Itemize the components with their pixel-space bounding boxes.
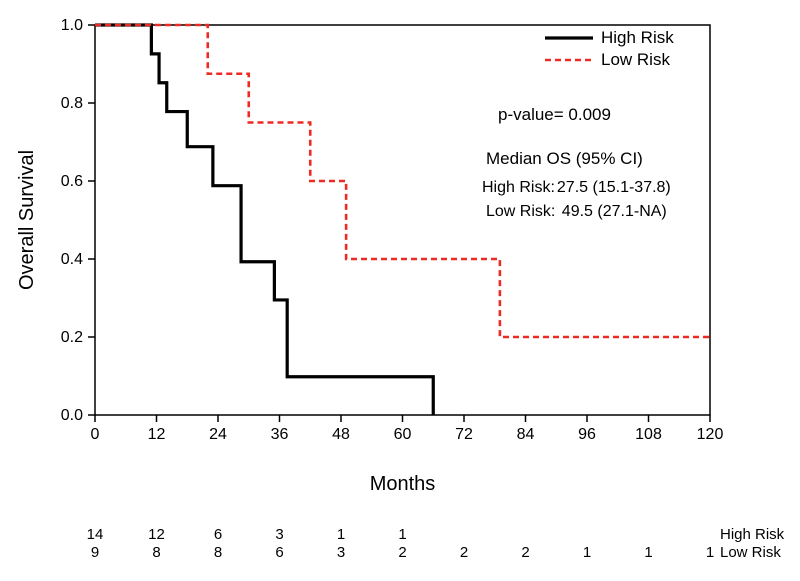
x-tick-label: 12 (148, 426, 166, 443)
y-tick-label: 0.6 (61, 173, 83, 190)
pvalue-value: 0.009 (564, 105, 611, 124)
y-tick-label: 0.4 (61, 251, 83, 268)
risk-low-cell: 6 (275, 544, 283, 561)
y-tick-label: 0.0 (61, 407, 83, 424)
risk-high-cell: 12 (148, 526, 165, 543)
pvalue-text: p-value= 0.009 (498, 105, 611, 124)
legend-label: Low Risk (601, 50, 670, 69)
x-tick-label: 36 (271, 426, 289, 443)
risk-low-cell: 1 (706, 544, 714, 561)
risk-low-cell: 2 (521, 544, 529, 561)
plot-box (95, 25, 710, 415)
median-high-risk: High Risk:27.5 (15.1-37.8) (482, 179, 671, 196)
risk-low-cell: 8 (152, 544, 160, 561)
pvalue-label: p-value= (498, 105, 564, 124)
legend-label: High Risk (601, 28, 674, 47)
x-tick-label: 84 (517, 426, 535, 443)
median-low-risk: Low Risk: 49.5 (27.1-NA) (486, 203, 667, 220)
risk-high-cell: 1 (337, 526, 345, 543)
risk-low-cell: 8 (214, 544, 222, 561)
risk-row-label-low: Low Risk (720, 544, 781, 561)
x-tick-label: 108 (635, 426, 662, 443)
risk-low-cell: 1 (644, 544, 652, 561)
median-os-header: Median OS (95% CI) (486, 149, 643, 168)
risk-high-cell: 3 (275, 526, 283, 543)
x-tick-label: 24 (209, 426, 227, 443)
risk-low-cell: 2 (460, 544, 468, 561)
y-tick-label: 1.0 (61, 17, 83, 34)
x-tick-label: 72 (455, 426, 473, 443)
y-tick-label: 0.8 (61, 95, 83, 112)
km-curve-high-risk (95, 25, 433, 415)
x-tick-label: 60 (394, 426, 412, 443)
y-tick-label: 0.2 (61, 329, 83, 346)
x-axis-label: Months (370, 473, 436, 495)
x-tick-label: 96 (578, 426, 596, 443)
risk-high-cell: 6 (214, 526, 222, 543)
risk-high-cell: 1 (398, 526, 406, 543)
risk-low-cell: 2 (398, 544, 406, 561)
risk-low-cell: 1 (583, 544, 591, 561)
x-tick-label: 120 (697, 426, 724, 443)
risk-low-cell: 9 (91, 544, 99, 561)
risk-low-cell: 3 (337, 544, 345, 561)
x-tick-label: 48 (332, 426, 350, 443)
x-tick-label: 0 (91, 426, 100, 443)
risk-row-label-high: High Risk (720, 526, 785, 543)
risk-high-cell: 14 (87, 526, 104, 543)
y-axis-label: Overall Survival (16, 150, 38, 290)
